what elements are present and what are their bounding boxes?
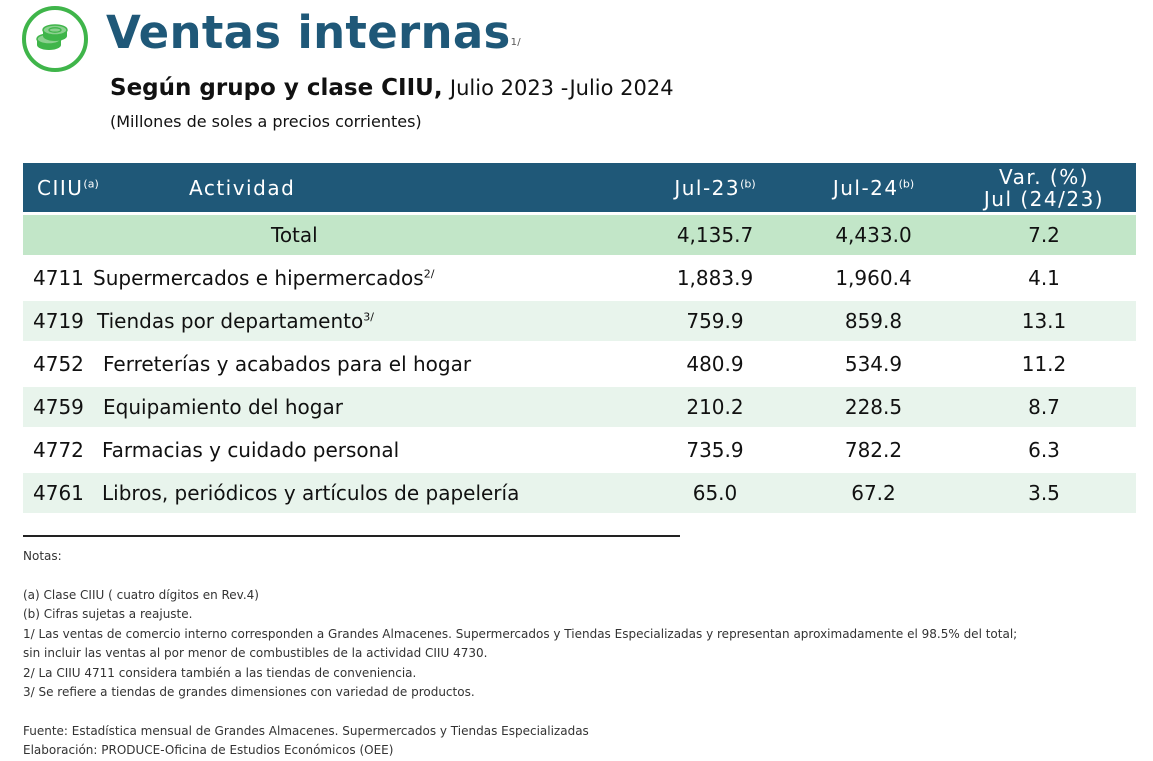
row-activity: Tiendas por departamento3/ [85,301,635,341]
row-var: 13.1 [952,301,1136,341]
sales-table: CIIU(a) Actividad Jul-23(b) Jul-24(b) Va… [23,160,1136,516]
note-3: 3/ Se refiere a tiendas de grandes dimen… [23,685,475,699]
notes-divider [23,535,680,537]
notes-heading: Notas: [23,549,62,563]
col-header-ciiu: CIIU(a) [23,163,99,212]
row-jul24: 534.9 [844,352,903,376]
col-header-jul24: Jul-24(b) [795,163,952,212]
source-note: Fuente: Estadística mensual de Grandes A… [23,723,589,738]
page-title: Ventas internas1/ [106,6,521,59]
row-jul23: 65.0 [635,473,795,513]
page-subtitle: Según grupo y clase CIIU, Julio 2023 -Ju… [110,72,674,104]
subtitle-group: Según grupo y clase CIIU, [110,75,443,101]
row-jul24: 782.2 [844,438,903,462]
row-activity: Libros, periódicos y artículos de papele… [85,473,635,513]
total-jul23: 4,135.7 [635,215,795,255]
row-code: 4752 [33,352,84,376]
col-header-activity: Actividad [85,163,635,212]
row-jul24: 1,960.4 [835,266,912,290]
row-jul23: 210.2 [635,387,795,427]
row-activity: Equipamiento del hogar [85,387,635,427]
note-2: 2/ La CIIU 4711 considera también a las … [23,665,417,680]
coins-logo-icon [22,6,88,72]
total-label: Total [23,215,635,255]
table-row: 4711 Supermercados e hipermercados2/ 1,8… [23,258,1136,298]
row-var: 8.7 [952,387,1136,427]
table-row: 4772 Farmacias y cuidado personal 735.9 … [23,430,1136,470]
row-jul23: 735.9 [686,438,744,462]
row-code: 4759 [23,387,85,427]
col-header-jul23: Jul-23(b) [635,163,795,212]
row-jul24: 859.8 [795,301,952,341]
note-1-line1: 1/ Las ventas de comercio interno corres… [23,626,1018,641]
row-jul23: 759.9 [635,301,795,341]
row-var: 11.2 [1021,352,1067,376]
total-row: Total 4,135.7 4,433.0 7.2 [23,215,1136,255]
row-var: 4.1 [1028,266,1060,290]
table-row: 4752 Ferreterías y acabados para el hoga… [23,344,1136,384]
row-code: 4711 [33,266,84,290]
total-var: 7.2 [952,215,1136,255]
row-activity: Supermercados e hipermercados2/ [93,266,435,290]
row-code: 4761 [23,473,85,513]
units-label: (Millones de soles a precios corrientes) [110,112,422,131]
row-jul24: 228.5 [795,387,952,427]
table-header-row: CIIU(a) Actividad Jul-23(b) Jul-24(b) Va… [23,163,1136,212]
row-code: 4772 [33,438,84,462]
row-activity: Ferreterías y acabados para el hogar [103,352,472,376]
note-a: (a) Clase CIIU ( cuatro dígitos en Rev.4… [23,587,259,602]
table-row: 4761 Libros, periódicos y artículos de p… [23,473,1136,513]
total-jul24: 4,433.0 [795,215,952,255]
row-jul24: 67.2 [795,473,952,513]
row-jul23: 480.9 [686,352,744,376]
row-var: 6.3 [1028,438,1060,462]
row-var: 3.5 [952,473,1136,513]
note-b: (b) Cifras sujetas a reajuste. [23,607,193,621]
table-row: 4759 Equipamiento del hogar 210.2 228.5 … [23,387,1136,427]
notes-section: Notas: (a) Clase CIIU ( cuatro dígitos e… [23,547,1017,761]
table-row: 4719 Tiendas por departamento3/ 759.9 85… [23,301,1136,341]
note-1-line2: sin incluir las ventas al por menor de c… [23,646,488,660]
subtitle-period: Julio 2023 -Julio 2024 [449,76,674,100]
col-header-variation: Var. (%) Jul (24/23) [952,163,1136,212]
row-jul23: 1,883.9 [676,266,754,290]
title-note: 1/ [510,37,521,48]
row-activity: Farmacias y cuidado personal [102,438,400,462]
elaboration-note: Elaboración: PRODUCE-Oficina de Estudios… [23,743,394,757]
row-code: 4719 [23,301,85,341]
